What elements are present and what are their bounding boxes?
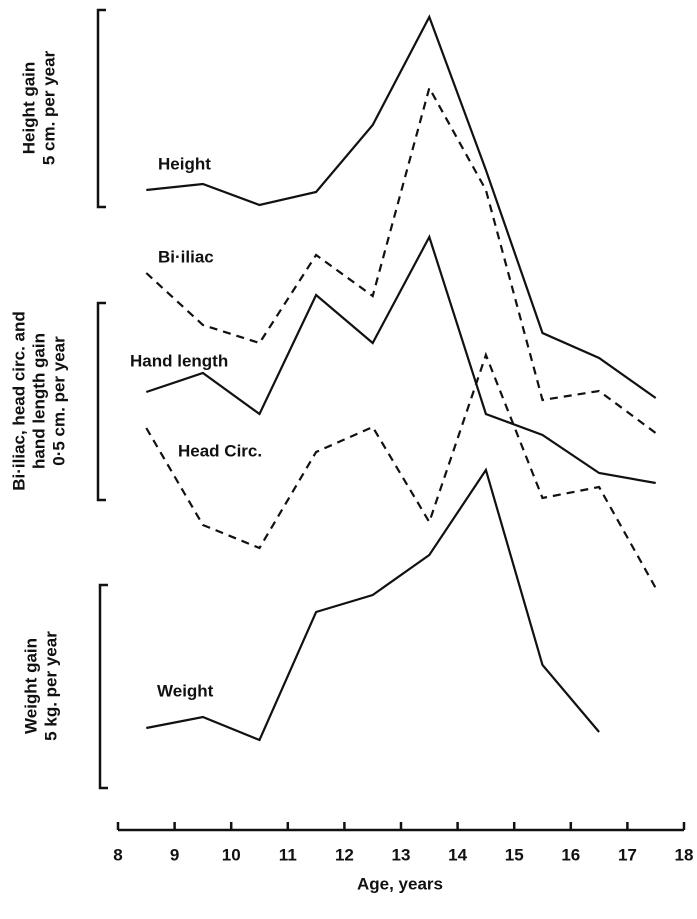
scale-brackets	[96, 8, 108, 790]
weight-bracket	[98, 583, 108, 790]
scale-label-line: 5 cm. per year	[39, 50, 58, 165]
scale-label-line: Bi·iliac, head circ. and	[9, 311, 28, 491]
scale-label: Height gain 5 cm. per year	[19, 50, 58, 165]
scale-label-line: hand length gain	[29, 333, 48, 469]
x-tick-label: 11	[279, 845, 297, 864]
scale-label-line: 5 kg. per year	[41, 631, 60, 741]
height-bracket	[96, 8, 106, 209]
series-line	[145, 234, 656, 485]
x-axis-label: Age, years	[357, 874, 443, 893]
scale-label-line: Height gain	[19, 62, 38, 155]
series-label: Height	[158, 154, 211, 173]
series-line	[145, 85, 657, 434]
x-tick-label: 12	[335, 845, 354, 864]
x-tick-label: 17	[618, 845, 637, 864]
series-label: Bi·iliac	[158, 247, 214, 266]
x-tick-label: 10	[222, 845, 241, 864]
scale-label-line: 0·5 cm. per year	[49, 336, 68, 466]
x-tick-label: 16	[561, 845, 580, 864]
x-tick-label: 9	[170, 845, 179, 864]
series-line	[145, 351, 657, 589]
scale-label: Bi·iliac, head circ. and hand length gain…	[9, 311, 68, 491]
scale-label-line: Weight gain	[21, 638, 40, 734]
x-tick-label: 18	[675, 845, 694, 864]
x-tick-label: 14	[448, 845, 467, 864]
x-tick-label: 8	[113, 845, 122, 864]
series-label: Hand length	[130, 351, 228, 370]
x-tick-label: 13	[392, 845, 411, 864]
mid-bracket	[96, 301, 106, 502]
series-label: Head Circ.	[178, 441, 262, 460]
series-label: Weight	[157, 681, 214, 700]
series-line	[146, 14, 657, 399]
scale-label: Weight gain 5 kg. per year	[21, 631, 60, 741]
series-line	[146, 467, 600, 742]
x-tick-label: 15	[505, 845, 524, 864]
